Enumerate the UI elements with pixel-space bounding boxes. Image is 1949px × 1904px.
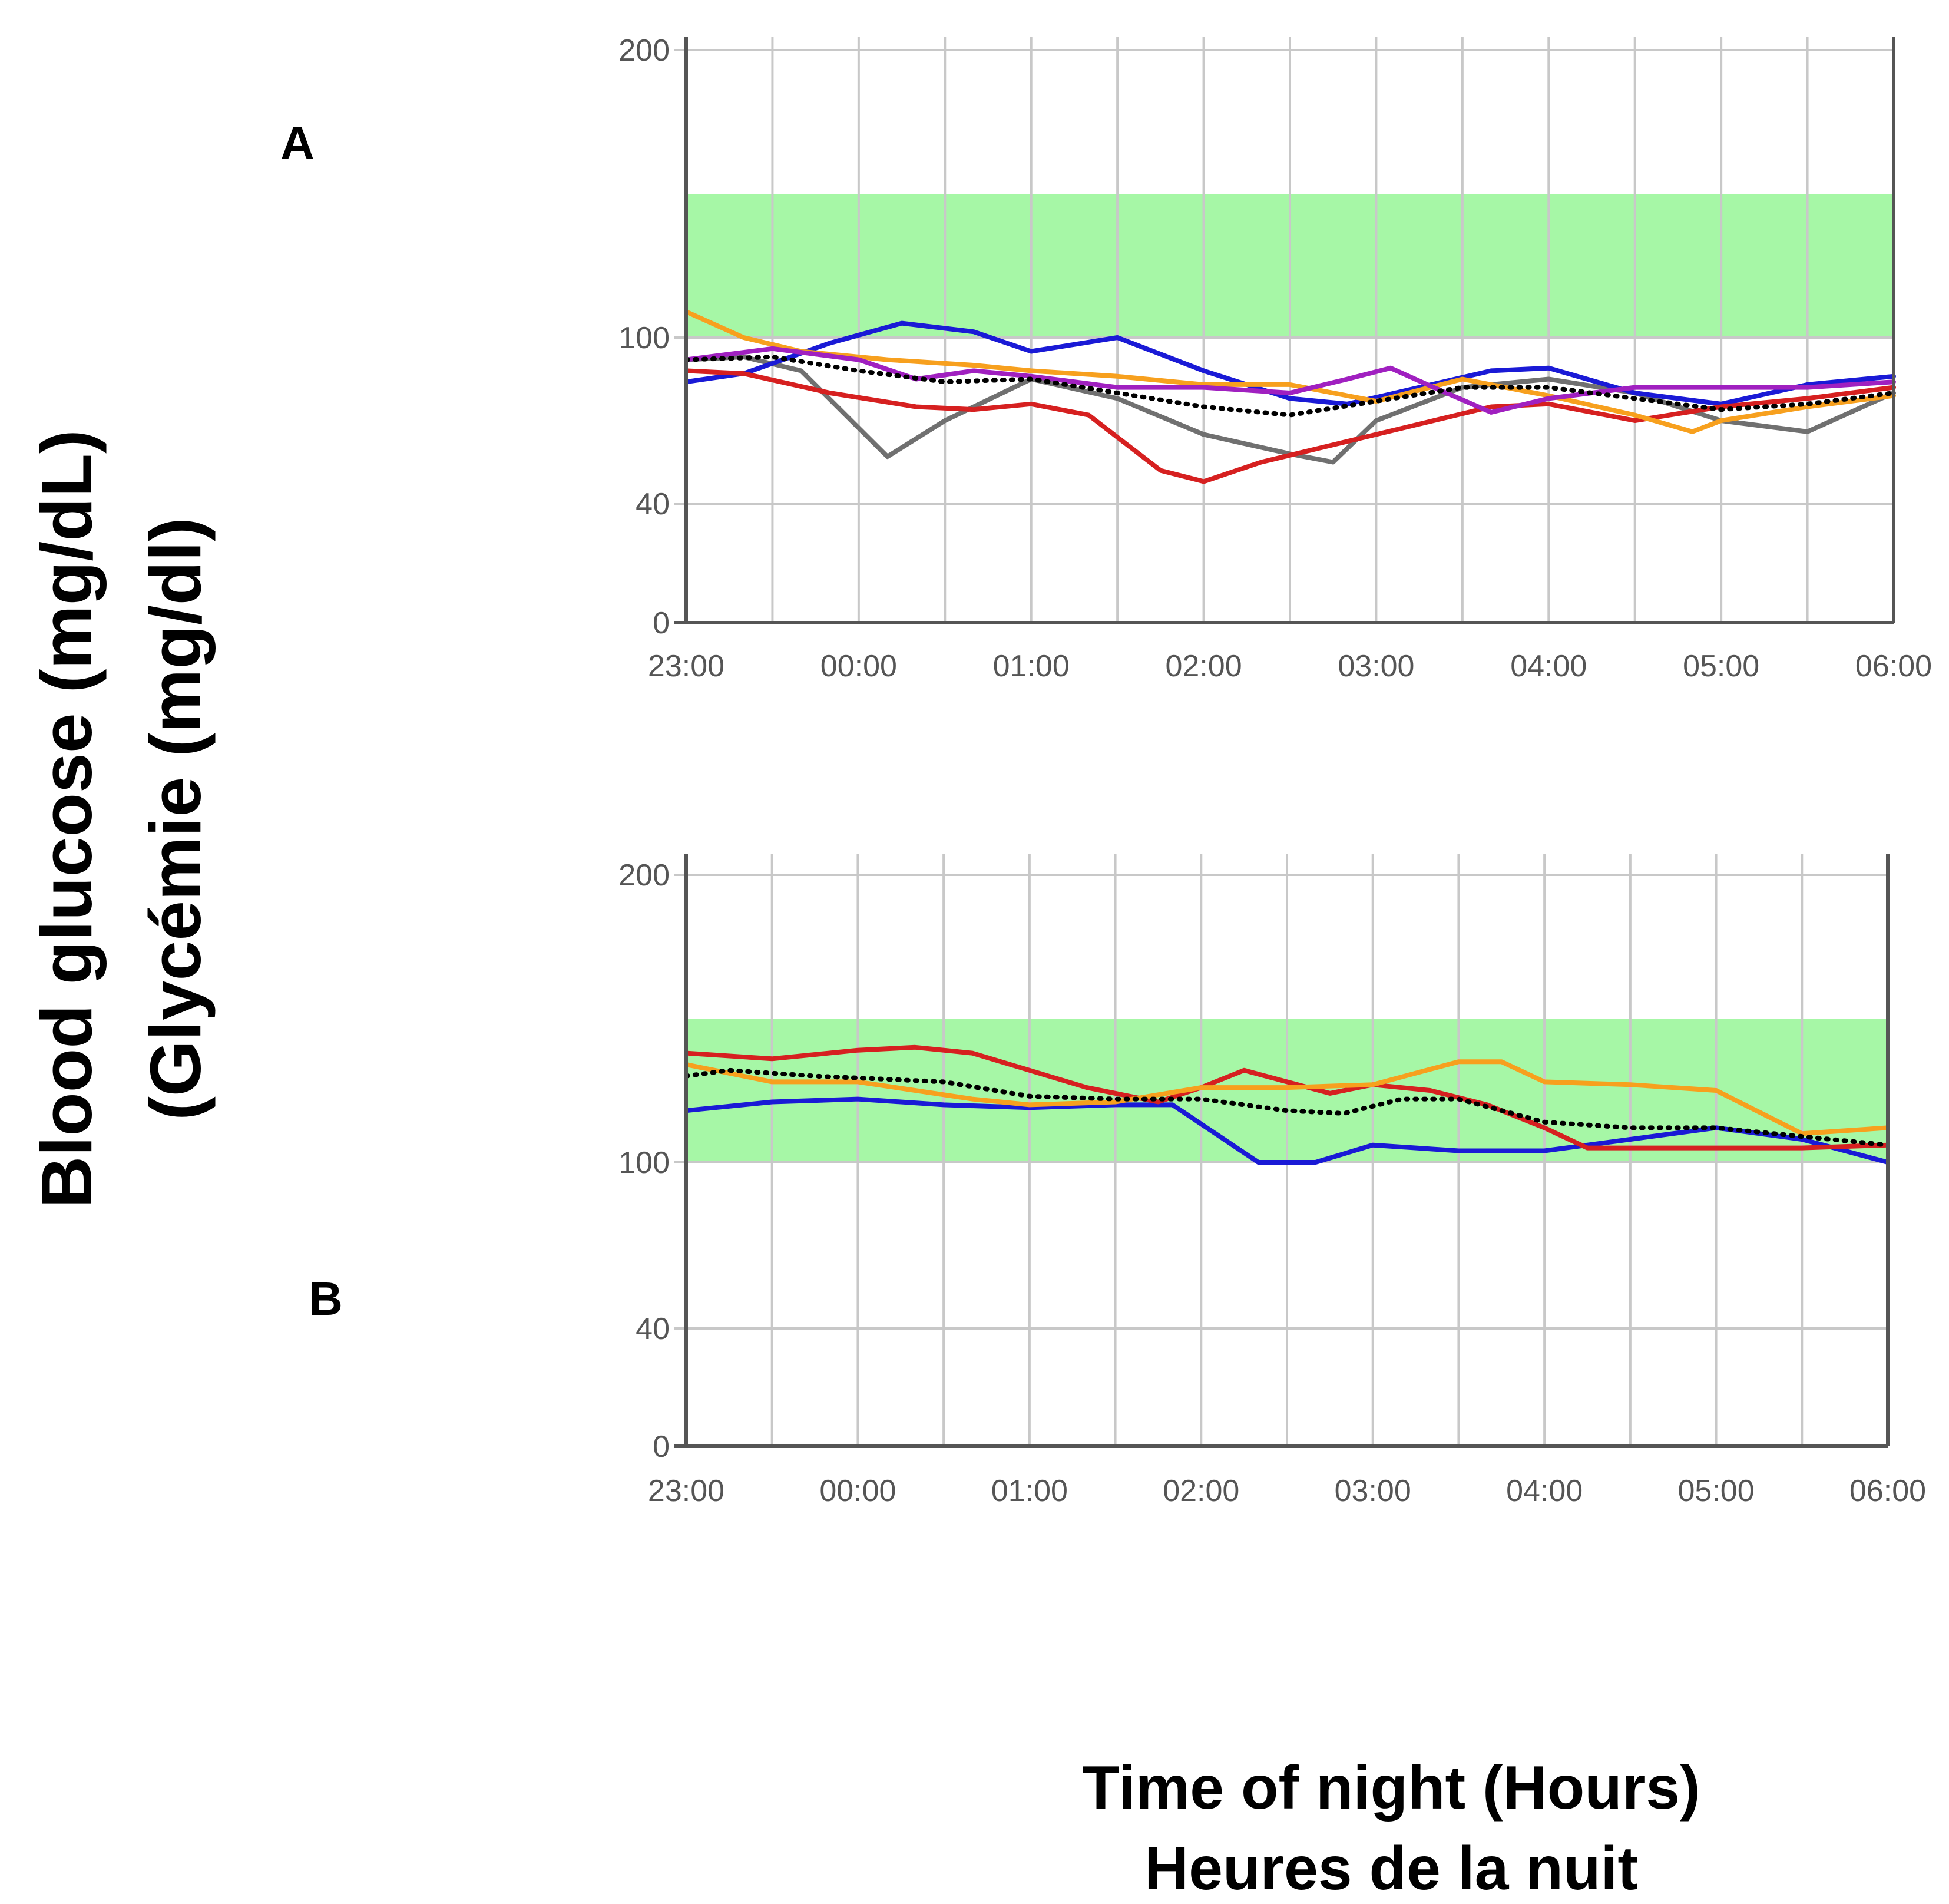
- x-tick-label: 03:00: [1338, 649, 1414, 683]
- x-axis-label-french: Heures de la nuit: [1144, 1834, 1638, 1903]
- series-line-orange: [684, 309, 1896, 434]
- x-tick-label: 06:00: [1855, 649, 1932, 683]
- y-tick-label: 0: [653, 606, 670, 640]
- x-axis-label-english: Time of night (Hours): [1082, 1754, 1700, 1822]
- panel-label-b: B: [309, 1272, 343, 1325]
- series-line-mean: [684, 354, 1896, 418]
- y-tick-label: 0: [653, 1430, 670, 1464]
- x-tick-label: 05:00: [1683, 649, 1759, 683]
- x-tick-label: 23:00: [648, 1474, 724, 1508]
- x-tick-label: 04:00: [1506, 1474, 1583, 1508]
- y-axis-label-english: Blood glucose (mg/dL): [27, 429, 107, 1208]
- x-tick-label: 00:00: [819, 1474, 896, 1508]
- x-tick-label: 06:00: [1849, 1474, 1926, 1508]
- x-tick-label: 04:00: [1510, 649, 1587, 683]
- chart-panel-a: 0 40 100 200 23:00 00:00 01:00 02:00 03:00 04:00 0…: [618, 34, 1932, 683]
- y-tick-label: 100: [618, 1146, 670, 1180]
- y-tick-label: 40: [636, 1312, 670, 1346]
- chart-panel-b: 0 40 100 200 23:00 00:00 01:00 02:00 03:00 04:00 0…: [618, 854, 1926, 1508]
- x-tick-label: 02:00: [1166, 649, 1242, 683]
- series-line-orange: [684, 1059, 1890, 1136]
- y-axis-label-french: (Glycémie (mg/dl): [135, 517, 216, 1120]
- x-tick-label: 23:00: [648, 649, 724, 683]
- x-tick-label: 05:00: [1678, 1474, 1755, 1508]
- x-tick-label: 01:00: [993, 649, 1070, 683]
- series-line-mean: [684, 1067, 1890, 1148]
- y-tick-label: 40: [636, 487, 670, 521]
- y-tick-label: 100: [618, 321, 670, 355]
- series-line-red: [684, 368, 1896, 484]
- series-line-blue: [684, 320, 1896, 406]
- x-tick-label: 01:00: [991, 1474, 1068, 1508]
- x-tick-label: 00:00: [820, 649, 897, 683]
- x-tick-label: 02:00: [1163, 1474, 1239, 1508]
- x-tick-label: 03:00: [1335, 1474, 1411, 1508]
- panel-label-a: A: [280, 117, 315, 169]
- series-line-blue: [684, 1096, 1890, 1165]
- series-line-red: [684, 1044, 1890, 1151]
- y-tick-label: 200: [618, 858, 670, 892]
- y-tick-label: 200: [618, 34, 670, 68]
